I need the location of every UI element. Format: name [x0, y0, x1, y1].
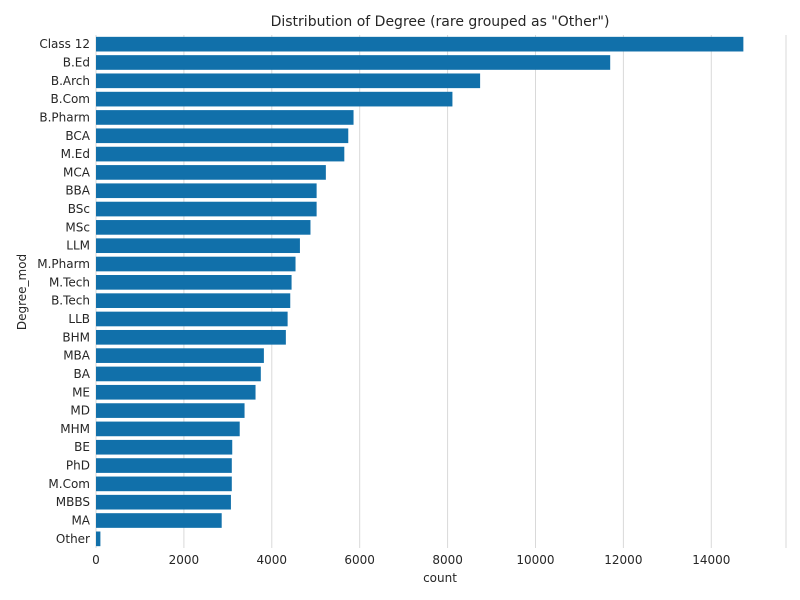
bar — [96, 238, 300, 254]
bar — [96, 293, 291, 308]
bar — [96, 439, 233, 455]
bar — [96, 458, 232, 473]
y-tick-label: MCA — [63, 165, 91, 179]
bar — [96, 220, 311, 235]
y-tick-label: B.Com — [51, 92, 90, 106]
bar — [96, 275, 292, 290]
y-tick-label: MD — [70, 404, 90, 418]
y-tick-label: MA — [71, 514, 90, 528]
x-tick-label: 2000 — [169, 553, 200, 567]
bar — [96, 201, 317, 217]
y-tick-label: BA — [74, 367, 91, 381]
y-tick-label: BE — [74, 440, 90, 454]
bar — [96, 348, 264, 363]
y-axis-label: Degree_mod — [15, 254, 29, 330]
bar — [96, 73, 481, 89]
x-tick-labels: 0 2000 4000 6000 8000 10000 12000 14000 — [92, 553, 730, 567]
y-tick-label: MSc — [65, 220, 90, 234]
y-tick-label: ME — [72, 385, 90, 399]
chart-title: Distribution of Degree (rare grouped as … — [271, 14, 610, 30]
bars — [96, 36, 744, 547]
y-tick-label: M.Tech — [49, 275, 90, 289]
y-tick-label: BCA — [65, 129, 90, 143]
y-tick-label: MBBS — [56, 495, 90, 509]
bar — [96, 165, 326, 180]
y-tick-label: M.Ed — [61, 147, 90, 161]
bar — [96, 146, 345, 162]
bar — [96, 256, 296, 272]
bar — [96, 494, 231, 510]
y-tick-label: M.Com — [48, 477, 90, 491]
bar — [96, 55, 611, 70]
bar — [96, 110, 354, 125]
y-tick-label: BHM — [62, 330, 90, 344]
y-tick-label: LLB — [68, 312, 90, 326]
y-tick-label: Other — [56, 532, 90, 546]
y-tick-label: LLM — [66, 239, 90, 253]
bar — [96, 91, 453, 107]
y-tick-label: M.Pharm — [37, 257, 90, 271]
y-tick-label: B.Pharm — [39, 110, 90, 124]
bar — [96, 128, 349, 144]
bar — [96, 531, 101, 547]
y-tick-label: Class 12 — [39, 37, 90, 51]
x-tick-label: 6000 — [344, 553, 375, 567]
y-tick-labels: Class 12 B.Ed B.Arch B.Com B.Pharm BCA M.Ed MCA… — [37, 37, 91, 546]
y-tick-label: B.Arch — [51, 74, 90, 88]
y-tick-label: MHM — [60, 422, 90, 436]
x-axis-label: count — [423, 571, 457, 585]
bar — [96, 513, 222, 528]
x-tick-label: 14000 — [692, 553, 730, 567]
bar — [96, 421, 240, 437]
x-tick-label: 12000 — [604, 553, 642, 567]
x-tick-label: 8000 — [432, 553, 463, 567]
x-tick-label: 4000 — [257, 553, 288, 567]
y-tick-label: BBA — [65, 184, 90, 198]
bar — [96, 403, 245, 418]
bar — [96, 183, 317, 199]
y-tick-label: B.Ed — [63, 55, 90, 69]
y-tick-label: B.Tech — [51, 294, 90, 308]
bar — [96, 311, 288, 327]
bar — [96, 384, 256, 400]
bar — [96, 366, 261, 382]
y-tick-label: BSc — [68, 202, 90, 216]
bar — [96, 476, 232, 492]
bar — [96, 329, 286, 345]
x-tick-label: 0 — [92, 553, 100, 567]
bar — [96, 36, 744, 52]
x-tick-label: 10000 — [516, 553, 554, 567]
y-tick-label: MBA — [63, 349, 91, 363]
y-tick-label: PhD — [66, 459, 90, 473]
